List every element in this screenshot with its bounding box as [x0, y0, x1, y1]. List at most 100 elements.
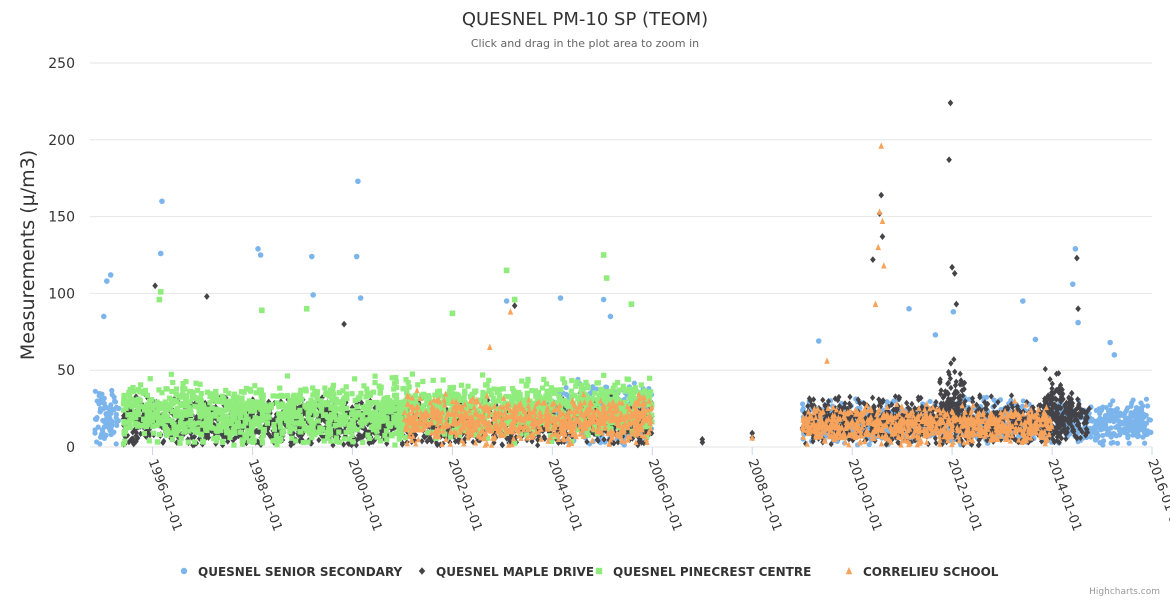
data-point[interactable] — [1063, 408, 1069, 416]
data-point[interactable] — [982, 399, 988, 406]
data-point[interactable] — [195, 426, 201, 432]
data-point[interactable] — [94, 398, 100, 404]
data-point[interactable] — [107, 428, 113, 434]
data-point[interactable] — [805, 402, 811, 410]
data-point[interactable] — [330, 382, 337, 388]
data-point[interactable] — [970, 398, 976, 406]
data-point[interactable] — [462, 435, 468, 443]
data-point[interactable] — [1117, 410, 1123, 416]
data-point[interactable] — [957, 381, 963, 388]
data-point[interactable] — [221, 408, 228, 414]
series-quesnel-pinecrest-centre[interactable] — [120, 252, 655, 448]
data-point[interactable] — [1075, 319, 1081, 326]
data-point[interactable] — [511, 302, 518, 310]
data-point[interactable] — [230, 407, 236, 413]
data-point[interactable] — [1143, 396, 1150, 402]
data-point[interactable] — [876, 402, 882, 409]
data-point[interactable] — [584, 438, 590, 446]
data-point[interactable] — [372, 373, 378, 379]
data-point[interactable] — [298, 432, 304, 439]
data-point[interactable] — [128, 396, 134, 402]
data-point[interactable] — [1059, 413, 1065, 420]
data-point[interactable] — [1146, 417, 1152, 423]
data-point[interactable] — [822, 402, 828, 410]
data-point[interactable] — [946, 156, 952, 164]
data-point[interactable] — [1050, 436, 1056, 443]
data-point[interactable] — [976, 437, 982, 444]
data-point[interactable] — [161, 437, 167, 445]
data-point[interactable] — [1114, 440, 1121, 446]
data-point[interactable] — [385, 431, 391, 438]
data-point[interactable] — [832, 395, 838, 402]
data-point[interactable] — [320, 426, 326, 432]
data-point[interactable] — [629, 435, 636, 442]
data-point[interactable] — [147, 410, 153, 416]
data-point[interactable] — [197, 381, 203, 387]
data-point[interactable] — [1052, 426, 1058, 434]
data-point[interactable] — [1111, 418, 1117, 424]
data-point[interactable] — [949, 263, 955, 271]
data-point[interactable] — [1128, 410, 1134, 416]
data-point[interactable] — [92, 430, 98, 436]
data-point[interactable] — [334, 406, 340, 412]
data-point[interactable] — [847, 402, 854, 410]
data-point[interactable] — [1063, 435, 1069, 443]
data-point[interactable] — [300, 420, 307, 427]
data-point[interactable] — [310, 385, 316, 391]
data-point[interactable] — [138, 382, 144, 388]
data-point[interactable] — [126, 389, 132, 396]
data-point[interactable] — [101, 395, 107, 401]
data-point[interactable] — [213, 388, 219, 395]
data-point[interactable] — [103, 432, 109, 438]
data-point[interactable] — [273, 432, 279, 438]
data-point[interactable] — [1080, 407, 1086, 414]
data-point[interactable] — [890, 406, 897, 414]
data-point[interactable] — [310, 392, 316, 398]
data-point[interactable] — [1107, 339, 1113, 346]
data-point[interactable] — [869, 394, 876, 401]
data-point[interactable] — [953, 401, 959, 408]
data-point[interactable] — [346, 421, 352, 428]
data-point[interactable] — [951, 356, 957, 363]
data-point[interactable] — [257, 252, 264, 258]
data-point[interactable] — [1123, 417, 1129, 423]
data-point[interactable] — [150, 423, 156, 430]
data-point[interactable] — [1103, 404, 1109, 411]
data-point[interactable] — [878, 191, 885, 199]
data-point[interactable] — [248, 419, 255, 425]
data-point[interactable] — [293, 414, 300, 420]
data-point[interactable] — [306, 430, 313, 436]
data-point[interactable] — [594, 386, 600, 392]
data-point[interactable] — [322, 385, 328, 391]
data-point[interactable] — [353, 441, 359, 449]
data-point[interactable] — [954, 389, 960, 396]
data-point[interactable] — [113, 411, 120, 418]
data-point[interactable] — [1069, 389, 1075, 397]
data-point[interactable] — [948, 384, 954, 392]
data-point[interactable] — [253, 404, 259, 410]
data-point[interactable] — [985, 400, 991, 408]
data-point[interactable] — [360, 439, 366, 445]
data-point[interactable] — [1138, 405, 1144, 411]
data-point[interactable] — [159, 198, 165, 205]
data-point[interactable] — [1047, 408, 1053, 415]
data-point[interactable] — [1046, 420, 1053, 428]
data-point[interactable] — [932, 435, 939, 442]
data-point[interactable] — [950, 309, 957, 315]
data-point[interactable] — [231, 391, 237, 397]
data-point[interactable] — [948, 360, 954, 367]
data-point[interactable] — [189, 434, 195, 441]
data-point[interactable] — [203, 416, 209, 422]
data-point[interactable] — [649, 430, 655, 437]
data-point[interactable] — [375, 405, 381, 411]
data-point[interactable] — [905, 404, 911, 411]
data-point[interactable] — [1135, 434, 1141, 440]
data-point[interactable] — [333, 396, 339, 402]
data-point[interactable] — [292, 426, 298, 432]
data-point[interactable] — [1049, 385, 1055, 392]
data-point[interactable] — [129, 411, 135, 418]
data-point[interactable] — [957, 392, 963, 400]
data-point[interactable] — [1061, 425, 1067, 432]
data-point[interactable] — [223, 427, 229, 433]
data-point[interactable] — [428, 438, 435, 445]
